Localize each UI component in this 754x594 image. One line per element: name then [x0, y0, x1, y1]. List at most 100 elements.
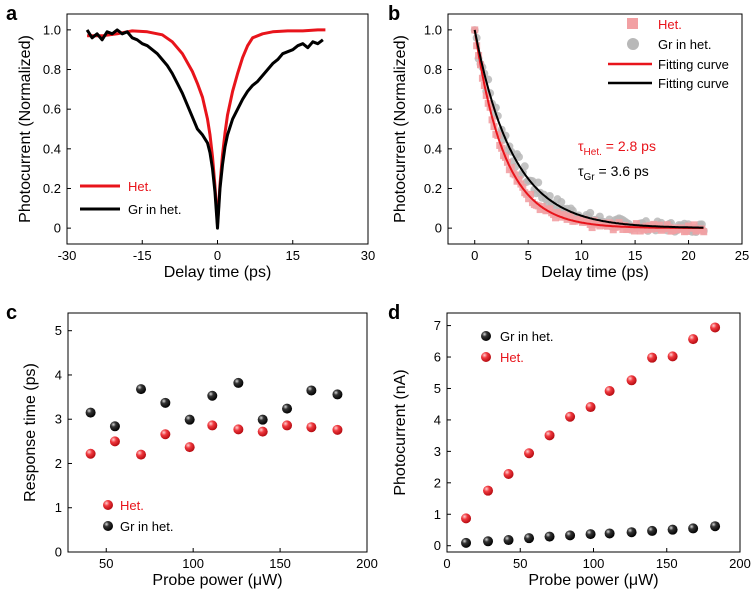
legend: Het. Gr in het. Fitting curve Fitting curve	[608, 17, 729, 91]
x-tick-label: 50	[99, 556, 113, 571]
y-tick-label: 2	[55, 456, 62, 471]
panel-c: 50 100 150 200 0 1 2 3 4 5 Probe power (μW) Respons…	[6, 302, 378, 589]
data-point	[626, 527, 637, 538]
data-point	[109, 421, 120, 432]
y-tick-label: 0	[434, 538, 441, 553]
x-tick-label: 20	[681, 248, 695, 263]
tau-subscript: Het.	[584, 147, 602, 158]
data-point	[207, 390, 218, 401]
legend-label: Gr in het.	[500, 329, 553, 344]
y-tick-label: 0.2	[43, 181, 61, 196]
legend-label: Het.	[500, 350, 524, 365]
data-point	[655, 221, 663, 229]
y-tick-label: 0.8	[43, 62, 61, 77]
data-point	[207, 420, 218, 431]
x-tick-label: 200	[729, 556, 751, 571]
data-point	[590, 217, 598, 225]
data-point	[233, 424, 244, 435]
data-point	[619, 225, 627, 233]
y-tick-label: 3	[434, 444, 441, 459]
data-point	[710, 322, 721, 333]
data-point	[534, 202, 542, 210]
x-tick-label: 100	[182, 556, 204, 571]
y-tick-label: 5	[434, 381, 441, 396]
legend-label: Fitting curve	[658, 76, 729, 91]
y-tick-label: 4	[55, 367, 62, 382]
data-point	[588, 224, 596, 232]
x-tick-label: 25	[735, 248, 749, 263]
tau-value: = 2.8 ps	[602, 138, 656, 154]
data-point	[184, 414, 195, 425]
data-point	[688, 523, 699, 534]
y-tick-label: 0.6	[43, 102, 61, 117]
data-point	[160, 397, 171, 408]
x-tick-label: 0	[214, 248, 221, 263]
data-point	[690, 221, 698, 229]
x-axis-label: Probe power (μW)	[528, 572, 658, 589]
y-tick-label: 0	[55, 545, 62, 560]
y-axis-label: Photocurrent (nA)	[392, 369, 409, 495]
y-tick-label: 0	[435, 221, 442, 236]
y-tick-label: 6	[434, 350, 441, 365]
data-point	[546, 205, 554, 213]
data-point	[503, 535, 514, 546]
legend-label: Gr in het.	[120, 519, 173, 534]
y-tick-label: 0.4	[424, 141, 442, 156]
data-point	[481, 352, 491, 362]
data-point	[585, 402, 596, 413]
data-point	[524, 448, 535, 459]
plot-frame	[67, 312, 368, 553]
panel-letter: b	[388, 3, 400, 25]
data-point	[682, 227, 690, 235]
y-tick-label: 1.0	[424, 22, 442, 37]
plot-frame	[446, 312, 741, 553]
data-point	[688, 334, 699, 345]
y-tick-label: 3	[55, 412, 62, 427]
data-point	[630, 227, 638, 235]
panel-letter: a	[6, 3, 18, 25]
data-point	[604, 528, 615, 539]
tau-annotation: τGr = 3.6 ps	[578, 163, 649, 183]
panel-letter: d	[388, 302, 400, 324]
data-point	[103, 521, 113, 531]
y-tick-label: 0.6	[424, 102, 442, 117]
legend-swatch	[627, 38, 639, 50]
y-tick-label: 2	[434, 475, 441, 490]
data-point	[544, 430, 555, 441]
x-tick-label: 0	[471, 248, 478, 263]
panel-d: 0 50 100 150 200 0 1 2 3 4 5 6 7 Probe power (μW) Phot…	[388, 302, 751, 589]
panel-letter: c	[6, 302, 17, 324]
data-point	[525, 195, 533, 203]
x-tick-label: -30	[58, 248, 77, 263]
data-point	[617, 221, 625, 229]
panel-b: 0 5 10 15 20 25 0 0.2 0.4 0.6 0.8 1.0 Delay time (ps…	[388, 3, 749, 281]
series-group	[470, 26, 708, 237]
x-tick-label: 150	[269, 556, 291, 571]
legend-label: Het.	[128, 179, 152, 194]
data-point	[306, 385, 317, 396]
data-point	[514, 152, 523, 161]
data-point	[667, 524, 678, 535]
legend: Gr in het. Het.	[481, 329, 553, 365]
data-point	[565, 411, 576, 422]
data-point	[332, 424, 343, 435]
y-tick-label: 1.0	[43, 22, 61, 37]
y-tick-label: 0.2	[424, 181, 442, 196]
data-point	[700, 228, 708, 236]
y-axis-label: Photocurrent (Normalized)	[392, 35, 409, 223]
data-point	[503, 469, 514, 480]
tau-symbol: τ	[578, 138, 584, 154]
data-point	[640, 226, 648, 234]
data-point	[632, 220, 640, 228]
y-tick-label: 0	[54, 221, 61, 236]
y-tick-label: 7	[434, 318, 441, 333]
data-point	[160, 429, 171, 440]
x-tick-label: 50	[513, 556, 527, 571]
series-line	[87, 28, 326, 226]
x-tick-label: 150	[656, 556, 678, 571]
data-point	[461, 537, 472, 548]
legend-label: Gr in het.	[658, 37, 711, 52]
data-point	[621, 221, 629, 229]
data-point	[109, 436, 120, 447]
